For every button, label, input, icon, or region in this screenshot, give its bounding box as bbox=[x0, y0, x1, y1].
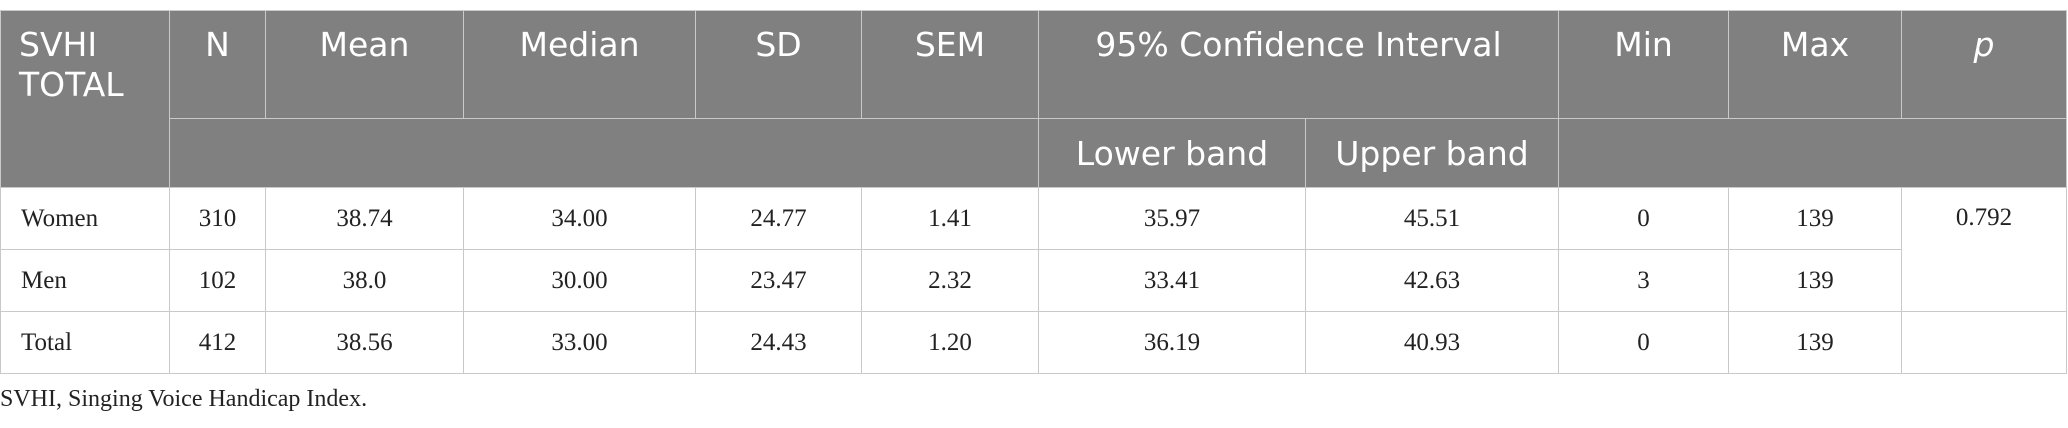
empty-cell bbox=[1901, 311, 2067, 374]
data-cell: 412 bbox=[169, 311, 266, 374]
data-cell: 2.32 bbox=[861, 249, 1039, 312]
header-cell: Mean bbox=[265, 10, 464, 119]
data-cell: 139 bbox=[1728, 249, 1902, 312]
row-label: Women bbox=[0, 187, 170, 250]
data-cell: 310 bbox=[169, 187, 266, 250]
header-cell: p bbox=[1901, 10, 2067, 119]
header-cell: Max bbox=[1728, 10, 1902, 119]
data-cell: 23.47 bbox=[695, 249, 862, 312]
header-cell: Upper band bbox=[1305, 118, 1559, 188]
data-cell: 102 bbox=[169, 249, 266, 312]
header-cell bbox=[1558, 118, 2067, 188]
data-cell: 0.792 bbox=[1901, 187, 2067, 312]
data-cell: 1.20 bbox=[861, 311, 1039, 374]
subheader-row: Lower band Upper band bbox=[1, 118, 2067, 188]
header-cell: Min bbox=[1558, 10, 1729, 119]
data-cell: 24.43 bbox=[695, 311, 862, 374]
data-row: Men 102 38.0 30.00 23.47 2.32 33.41 42.63 3 139 bbox=[0, 249, 2067, 312]
data-cell: 24.77 bbox=[695, 187, 862, 250]
header-cell bbox=[169, 118, 1039, 188]
data-cell: 33.41 bbox=[1038, 249, 1306, 312]
data-cell: 3 bbox=[1558, 249, 1729, 312]
data-row: Women 310 38.74 34.00 24.77 1.41 35.97 45.51 0 13… bbox=[0, 187, 2067, 312]
data-cell: 34.00 bbox=[463, 187, 696, 250]
header-cell: Median bbox=[463, 10, 696, 119]
stats-table: SVHI TOTAL N Mean Median SD SEM 95% Conf… bbox=[0, 10, 2067, 374]
table-body: Women 310 38.74 34.00 24.77 1.41 35.97 45.51 0 13… bbox=[0, 187, 2067, 374]
row-label: Total bbox=[0, 311, 170, 374]
data-cell: 42.63 bbox=[1305, 249, 1559, 312]
data-cell: 38.0 bbox=[265, 249, 464, 312]
footnote: SVHI, Singing Voice Handicap Index. bbox=[0, 386, 368, 412]
header-cell: Lower band bbox=[1038, 118, 1306, 188]
data-cell: 0 bbox=[1558, 311, 1729, 374]
data-cell: 38.74 bbox=[265, 187, 464, 250]
header-cell: SEM bbox=[861, 10, 1039, 119]
data-cell: 139 bbox=[1728, 187, 1902, 250]
data-cell: 45.51 bbox=[1305, 187, 1559, 250]
header-cell: SVHI TOTAL bbox=[0, 10, 170, 188]
data-cell: 0 bbox=[1558, 187, 1729, 250]
data-cell: 139 bbox=[1728, 311, 1902, 374]
header-cell: 95% Confidence Interval bbox=[1038, 10, 1559, 119]
data-cell: 1.41 bbox=[861, 187, 1039, 250]
row-label: Men bbox=[0, 249, 170, 312]
data-cell: 33.00 bbox=[463, 311, 696, 374]
header-cell: SD bbox=[695, 10, 862, 119]
header-row: SVHI TOTAL N Mean Median SD SEM 95% Conf… bbox=[0, 10, 2067, 188]
data-cell: 36.19 bbox=[1038, 311, 1306, 374]
data-cell: 38.56 bbox=[265, 311, 464, 374]
data-row: Total 412 38.56 33.00 24.43 1.20 36.19 40.93 0 13… bbox=[0, 311, 2067, 374]
data-cell: 30.00 bbox=[463, 249, 696, 312]
header-cell: N bbox=[169, 10, 266, 119]
data-cell: 40.93 bbox=[1305, 311, 1559, 374]
data-cell: 35.97 bbox=[1038, 187, 1306, 250]
